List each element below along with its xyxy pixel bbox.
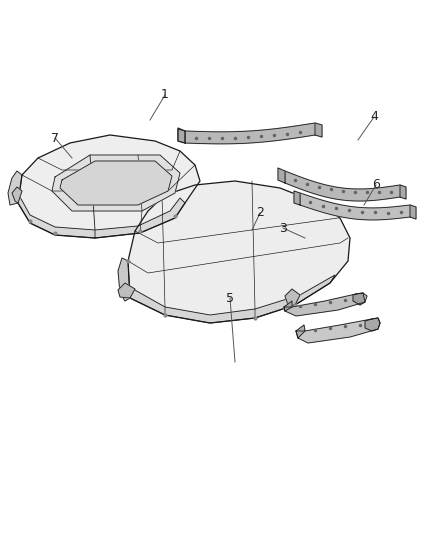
Text: 5: 5 [226,292,234,304]
Polygon shape [8,171,22,205]
Polygon shape [52,155,180,211]
Polygon shape [410,205,416,219]
Text: 3: 3 [279,222,287,235]
Polygon shape [300,193,410,220]
Polygon shape [365,318,380,331]
Polygon shape [278,168,285,183]
Polygon shape [284,293,367,316]
Polygon shape [12,187,22,203]
Polygon shape [284,301,292,311]
Polygon shape [296,325,305,338]
Polygon shape [315,123,322,137]
Text: 2: 2 [256,206,264,220]
Polygon shape [60,161,172,205]
Polygon shape [128,181,350,323]
Polygon shape [178,128,185,143]
Text: 6: 6 [372,179,380,191]
Polygon shape [18,197,185,238]
Polygon shape [296,318,380,343]
Polygon shape [18,135,200,238]
Text: 4: 4 [370,110,378,124]
Polygon shape [130,275,335,323]
Polygon shape [118,283,135,298]
Polygon shape [118,258,130,301]
Polygon shape [353,293,365,305]
Polygon shape [285,289,300,305]
Polygon shape [178,129,185,143]
Text: 7: 7 [51,132,59,144]
Polygon shape [294,191,300,205]
Polygon shape [285,171,400,201]
Polygon shape [185,123,315,144]
Text: 1: 1 [161,88,169,101]
Polygon shape [400,185,406,199]
